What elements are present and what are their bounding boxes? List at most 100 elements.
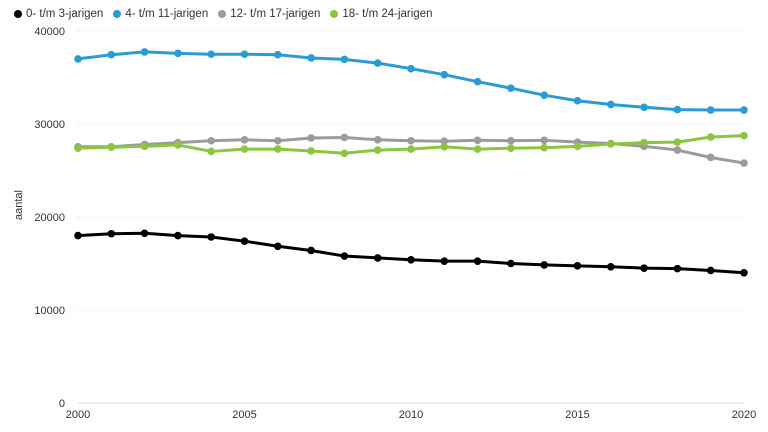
data-point-1-2005 <box>240 50 249 59</box>
data-point-3-2013 <box>507 144 515 152</box>
data-point-1-2010 <box>407 64 415 73</box>
data-point-0-2009 <box>373 254 382 262</box>
data-point-3-2006 <box>274 145 282 153</box>
data-point-3-2020 <box>740 131 748 140</box>
legend-item-3[interactable]: 18- t/m 24-jarigen <box>330 5 432 23</box>
data-point-2-2014 <box>540 136 548 145</box>
data-point-3-2018 <box>673 138 682 146</box>
data-point-3-2007 <box>307 147 315 155</box>
data-point-0-2003 <box>174 231 182 240</box>
data-point-1-2011 <box>440 70 449 79</box>
data-point-3-2000 <box>74 144 82 152</box>
data-point-3-2019 <box>706 133 715 141</box>
data-point-2-2018 <box>673 146 682 154</box>
data-point-3-2010 <box>407 145 415 153</box>
data-point-2-2007 <box>307 134 315 142</box>
data-point-2-2011 <box>440 137 449 146</box>
legend-item-1[interactable]: 4- t/m 11-jarigen <box>113 5 208 23</box>
data-point-1-2000 <box>74 55 82 63</box>
data-point-2-2009 <box>373 136 382 144</box>
data-point-0-2001 <box>107 229 116 238</box>
data-point-2-2012 <box>473 136 482 145</box>
data-point-2-2005 <box>240 136 249 144</box>
data-point-3-2005 <box>240 145 249 153</box>
legend-label: 12- t/m 17-jarigen <box>230 8 321 20</box>
data-point-0-2019 <box>706 266 715 275</box>
data-point-2-2004 <box>207 136 215 145</box>
data-point-1-2016 <box>607 100 615 109</box>
y-tick-label: 0 <box>59 398 65 410</box>
data-point-0-2005 <box>240 237 249 245</box>
y-axis-title: aantal <box>13 190 25 220</box>
data-point-3-2012 <box>473 145 482 153</box>
data-point-1-2019 <box>706 106 715 114</box>
y-tick-label: 30000 <box>34 119 65 131</box>
legend: 0- t/m 3-jarigen 4- t/m 11-jarigen 12- t/m… <box>14 5 432 23</box>
data-point-0-2011 <box>440 257 449 265</box>
data-point-0-2015 <box>573 262 582 270</box>
data-point-3-2017 <box>640 138 648 147</box>
data-point-3-2011 <box>440 142 449 151</box>
data-point-2-2013 <box>507 136 515 145</box>
data-point-0-2020 <box>740 269 748 277</box>
data-point-0-2002 <box>140 229 149 238</box>
data-point-1-2009 <box>373 59 382 67</box>
legend-label: 4- t/m 11-jarigen <box>125 8 209 20</box>
data-point-0-2018 <box>673 264 682 273</box>
data-point-2-2008 <box>340 133 349 142</box>
series-line-1 <box>76 50 746 112</box>
legend-label: 18- t/m 24-jarigen <box>342 8 433 20</box>
data-point-1-2007 <box>307 54 315 62</box>
data-point-1-2012 <box>473 77 482 86</box>
data-point-1-2003 <box>174 49 182 58</box>
data-point-1-2020 <box>740 106 748 114</box>
data-point-2-2020 <box>740 159 748 167</box>
x-tick-label: 2005 <box>232 409 256 421</box>
data-point-3-2009 <box>373 146 382 154</box>
legend-marker <box>113 10 122 18</box>
data-point-0-2000 <box>74 231 82 240</box>
data-point-2-2019 <box>706 153 715 162</box>
data-point-0-2006 <box>274 242 282 251</box>
data-point-2-2006 <box>274 136 282 145</box>
legend-marker <box>330 10 339 18</box>
legend-label: 0- t/m 3-jarigen <box>26 8 104 20</box>
data-point-1-2001 <box>107 50 116 59</box>
x-tick-label: 2015 <box>565 409 589 421</box>
data-point-1-2018 <box>673 105 682 114</box>
legend-marker <box>14 10 22 18</box>
data-point-3-2004 <box>207 147 215 156</box>
data-point-1-2014 <box>540 91 548 99</box>
data-point-0-2013 <box>507 259 515 268</box>
x-tick-label: 2000 <box>66 409 90 421</box>
data-point-3-2008 <box>340 149 349 158</box>
legend-item-2[interactable]: 12- t/m 17-jarigen <box>218 5 320 23</box>
data-point-1-2013 <box>507 84 515 92</box>
data-point-3-2015 <box>573 142 582 151</box>
data-point-0-2016 <box>607 262 615 271</box>
data-point-0-2012 <box>473 257 482 265</box>
data-point-3-2002 <box>140 142 149 151</box>
y-tick-label: 20000 <box>34 212 65 224</box>
data-point-1-2017 <box>640 103 648 112</box>
data-point-1-2006 <box>274 50 282 59</box>
x-tick-label: 2010 <box>399 409 423 421</box>
legend-item-0[interactable]: 0- t/m 3-jarigen <box>14 5 103 23</box>
data-point-3-2014 <box>540 143 548 152</box>
data-point-1-2004 <box>207 50 215 59</box>
data-point-3-2003 <box>174 141 182 149</box>
data-point-0-2017 <box>640 264 648 272</box>
legend-marker <box>218 10 227 18</box>
data-point-0-2007 <box>307 246 315 255</box>
data-point-0-2010 <box>407 255 415 264</box>
y-tick-label: 40000 <box>34 26 65 38</box>
data-point-1-2008 <box>340 55 349 64</box>
x-tick-label: 2020 <box>732 409 756 421</box>
data-point-0-2014 <box>540 261 548 269</box>
data-point-3-2001 <box>107 143 116 152</box>
data-point-3-2016 <box>607 140 615 148</box>
data-point-0-2008 <box>340 252 349 260</box>
data-point-1-2002 <box>140 48 149 56</box>
y-tick-label: 10000 <box>34 305 65 317</box>
